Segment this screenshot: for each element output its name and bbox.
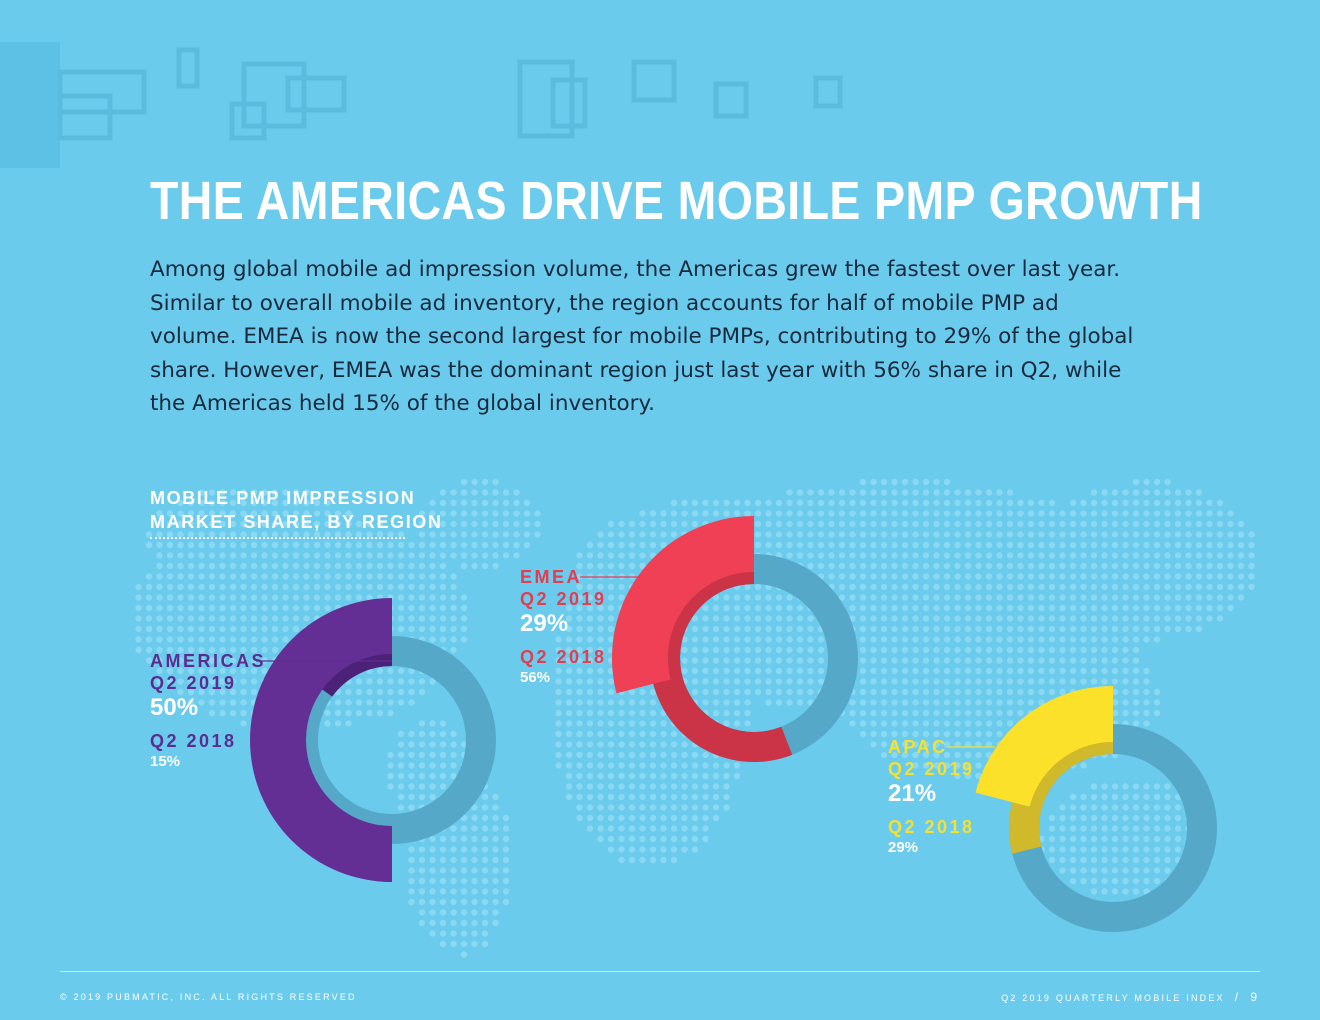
q2-2019-label: Q2 2019: [888, 759, 975, 779]
footer-right: Q2 2019 QUARTERLY MOBILE INDEX / 9: [1001, 990, 1258, 1004]
q2-2019-label: Q2 2019: [150, 673, 237, 693]
americas-q2-2019-arc: [250, 598, 392, 882]
region-name: AMERICAS: [150, 651, 267, 671]
copyright: © 2019 PUBMATIC, INC. ALL RIGHTS RESERVE…: [60, 992, 357, 1002]
q2-2018-label: Q2 2018: [520, 647, 607, 667]
q2-2018-label: Q2 2018: [888, 817, 975, 837]
apac-q2-2019-arc: [975, 686, 1113, 807]
decorative-squares: [57, 47, 843, 141]
q2-2019-value: 29%: [520, 610, 569, 637]
footer-separator: /: [1234, 990, 1241, 1004]
page-title: THE AMERICAS DRIVE MOBILE PMP GROWTH: [150, 171, 1203, 231]
q2-2019-value: 50%: [150, 694, 199, 721]
chart-title-underline: [150, 537, 405, 539]
q2-2018-value: 15%: [150, 753, 181, 770]
q2-2019-label: Q2 2019: [520, 589, 607, 609]
emea-label: EMEA Q2 2019 29% Q2 2018 56%: [520, 566, 607, 688]
emea-q2-2019-arc: [611, 516, 754, 694]
americas-q2-2018-arc-inner: [322, 654, 392, 697]
chart-title-line-1: MOBILE PMP IMPRESSION: [150, 488, 416, 508]
footer-divider: [60, 971, 1260, 972]
publication-name: Q2 2019 QUARTERLY MOBILE INDEX: [1001, 993, 1225, 1003]
q2-2018-value: 29%: [888, 839, 919, 856]
q2-2018-value: 56%: [520, 669, 551, 686]
apac-label: APAC Q2 2019 21% Q2 2018 29%: [888, 736, 975, 858]
intro-paragraph: Among global mobile ad impression volume…: [150, 257, 1134, 416]
chart-title: MOBILE PMP IMPRESSION MARKET SHARE, BY R…: [150, 486, 443, 534]
americas-label: AMERICAS Q2 2019 50% Q2 2018 15%: [150, 650, 266, 772]
corner-block: [0, 42, 60, 168]
apac-q2-2018-arc-inner: [1027, 742, 1113, 850]
q2-2018-label: Q2 2018: [150, 731, 237, 751]
page-number: 9: [1250, 990, 1258, 1004]
chart-title-line-2: MARKET SHARE, BY REGION: [150, 512, 443, 532]
region-name: APAC: [888, 737, 948, 757]
q2-2019-value: 21%: [888, 780, 937, 807]
region-name: EMEA: [520, 567, 583, 587]
